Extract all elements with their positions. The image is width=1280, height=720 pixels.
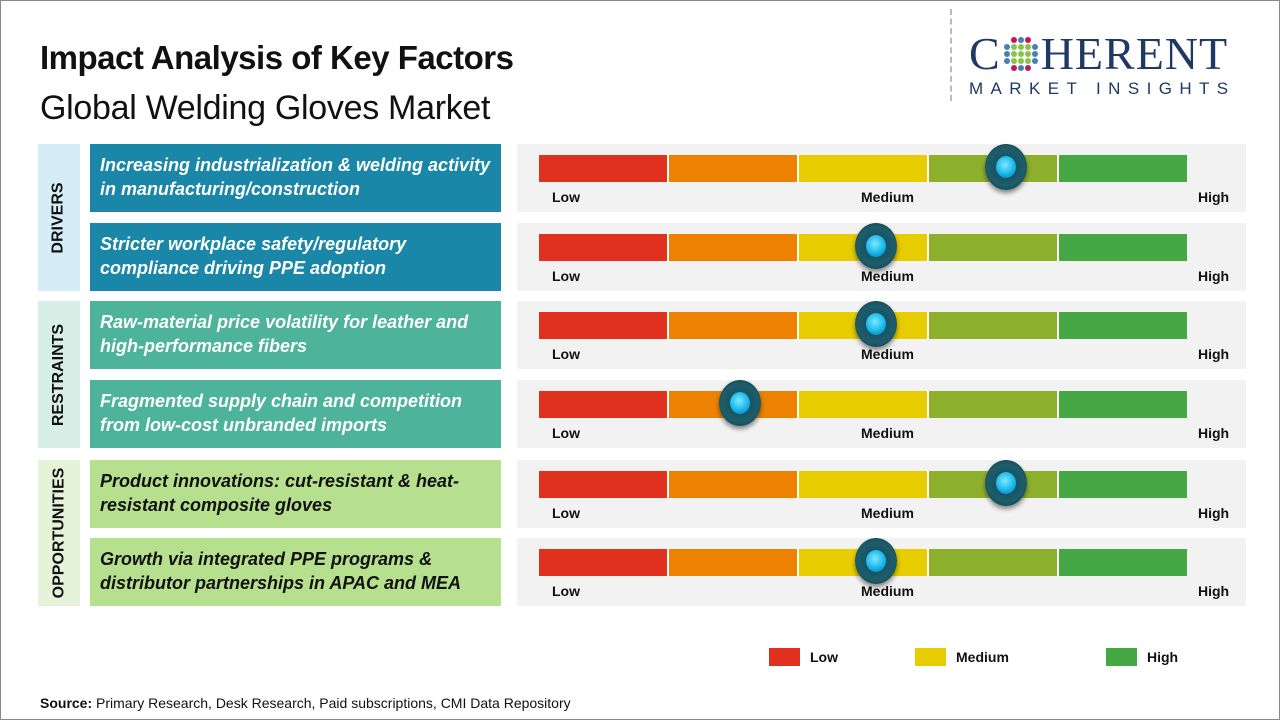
category-restraints: RESTRAINTS [38, 301, 80, 448]
gauge-segment [669, 471, 799, 498]
page-subtitle: Global Welding Gloves Market [40, 89, 491, 127]
source-text: Primary Research, Desk Research, Paid su… [92, 695, 571, 711]
gauge-label-medium: Medium [861, 425, 914, 441]
gauge-segment [539, 234, 669, 261]
gauge-bar [539, 155, 1187, 182]
gauge-segment [1059, 549, 1187, 576]
gauge-segment [1059, 234, 1187, 261]
gauge-label-high: High [1198, 583, 1230, 599]
legend-label-medium: Medium [956, 649, 1009, 665]
gauge-segment [539, 471, 669, 498]
gauge-segment [799, 155, 929, 182]
gauge-segment [539, 549, 669, 576]
gauge-segment [669, 549, 799, 576]
factor-text: Fragmented supply chain and competition … [90, 380, 501, 448]
gauge-label-high: High [1198, 268, 1230, 284]
gauge-label-high: High [1198, 505, 1230, 521]
factor-text: Growth via integrated PPE programs & dis… [90, 538, 501, 606]
gauge-segment [669, 155, 799, 182]
gauge-label-medium: Medium [861, 189, 914, 205]
gauge-segment [1059, 391, 1187, 418]
gauge-bar [539, 471, 1187, 498]
impact-gauge: Low Medium High [517, 380, 1246, 448]
category-label: OPPORTUNITIES [50, 467, 67, 599]
gauge-segment [799, 471, 929, 498]
gauge-segment [929, 234, 1059, 261]
gauge-segment [539, 155, 669, 182]
gauge-segment [539, 391, 669, 418]
company-logo: C HERENT MARKET INSIGHTS [969, 28, 1236, 99]
factor-text: Raw-material price volatility for leathe… [90, 301, 501, 369]
factor-text: Product innovations: cut-resistant & hea… [90, 460, 501, 528]
gauge-label-medium: Medium [861, 346, 914, 362]
impact-gauge: Low Medium High [517, 301, 1246, 369]
gauge-label-medium: Medium [861, 268, 914, 284]
factor-text: Stricter workplace safety/regulatory com… [90, 223, 501, 291]
gauge-segment [1059, 312, 1187, 339]
gauge-label-high: High [1198, 346, 1230, 362]
category-drivers: DRIVERS [38, 144, 80, 291]
gauge-label-low: Low [552, 425, 580, 441]
impact-gauge: Low Medium High [517, 223, 1246, 291]
gauge-segment [539, 312, 669, 339]
logo-globe-icon [1003, 37, 1038, 71]
gauge-label-high: High [1198, 425, 1230, 441]
gauge-knob-marker [984, 144, 1027, 190]
category-label: RESTRAINTS [50, 323, 68, 426]
gauge-knob-marker [854, 301, 897, 347]
gauge-segment [799, 391, 929, 418]
gauge-segment [669, 234, 799, 261]
category-opportunities: OPPORTUNITIES [38, 460, 80, 606]
category-label: DRIVERS [50, 181, 67, 254]
impact-gauge: Low Medium High [517, 538, 1246, 606]
gauge-segment [929, 549, 1059, 576]
legend-label-high: High [1147, 649, 1179, 665]
gauge-segment [1059, 155, 1187, 182]
gauge-label-low: Low [552, 346, 580, 362]
gauge-segment [929, 391, 1059, 418]
gauge-segment [1059, 471, 1187, 498]
gauge-knob-marker [854, 223, 897, 269]
gauge-bar [539, 312, 1187, 339]
gauge-label-medium: Medium [861, 505, 914, 521]
gauge-label-low: Low [552, 583, 580, 599]
impact-gauge: Low Medium High [517, 460, 1246, 528]
gauge-segment [669, 312, 799, 339]
gauge-bar [539, 391, 1187, 418]
gauge-label-high: High [1198, 189, 1230, 205]
factor-text: Increasing industrialization & welding a… [90, 144, 501, 212]
gauge-knob-marker [984, 460, 1027, 506]
page-title: Impact Analysis of Key Factors [40, 39, 514, 76]
gauge-knob-marker [854, 538, 897, 584]
gauge-label-low: Low [552, 189, 580, 205]
legend-label-low: Low [810, 649, 838, 665]
gauge-segment [929, 312, 1059, 339]
gauge-label-low: Low [552, 268, 580, 284]
impact-gauge: Low Medium High [517, 144, 1246, 212]
divider [950, 9, 952, 101]
source-note: Source: Primary Research, Desk Research,… [40, 695, 571, 711]
gauge-label-medium: Medium [861, 583, 914, 599]
legend-swatch-high [1106, 648, 1137, 666]
gauge-label-low: Low [552, 505, 580, 521]
legend-swatch-low [769, 648, 800, 666]
legend: Low Medium High [769, 648, 1178, 666]
legend-swatch-medium [915, 648, 946, 666]
source-label: Source: [40, 695, 93, 711]
gauge-knob-marker [718, 380, 761, 426]
